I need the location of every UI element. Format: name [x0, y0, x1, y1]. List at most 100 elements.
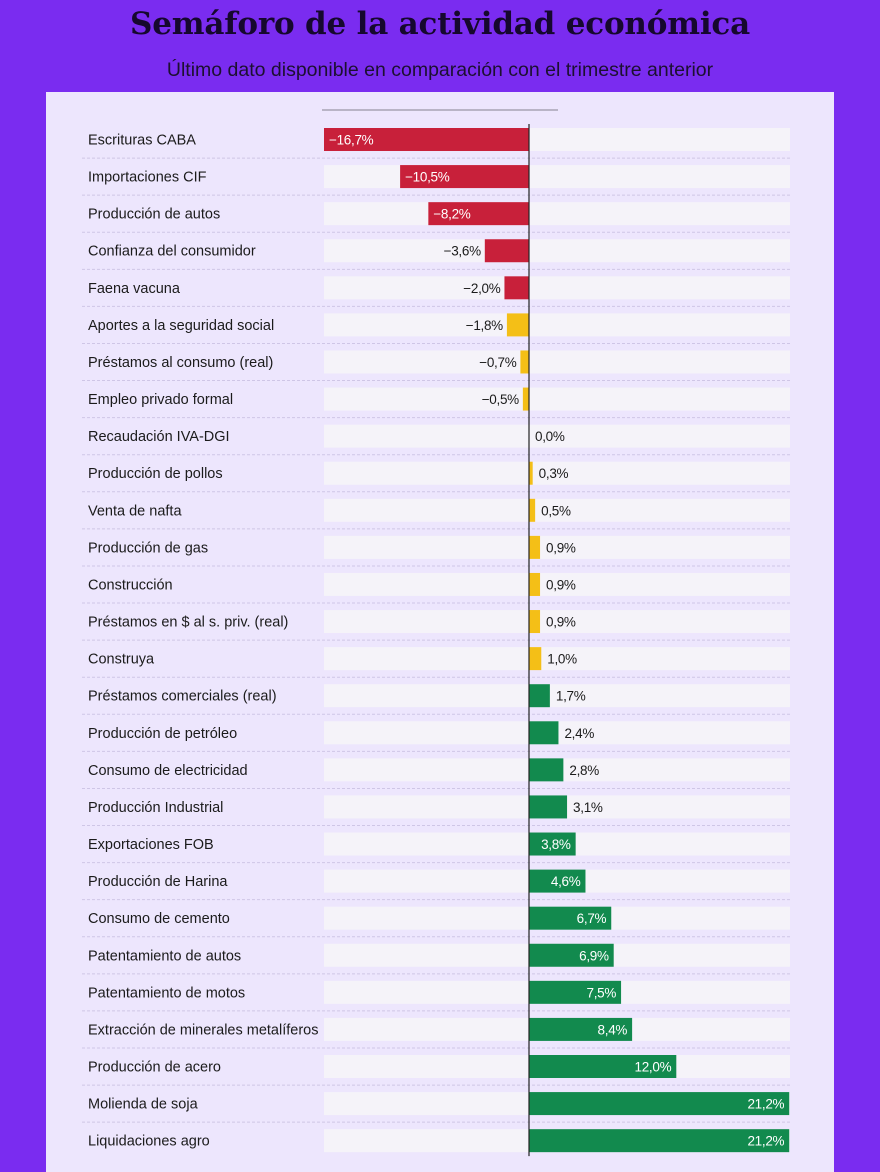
- bar: [484, 239, 529, 263]
- category-label: Producción de pollos: [88, 466, 223, 482]
- bar: [428, 202, 529, 226]
- bar-track: [324, 684, 790, 708]
- value-label: 0,5%: [541, 503, 571, 518]
- category-label: Producción de acero: [88, 1060, 221, 1076]
- bar: [400, 165, 529, 189]
- value-label: 3,1%: [573, 800, 603, 815]
- category-label: Producción de Harina: [88, 874, 228, 890]
- bar-track: [324, 498, 790, 522]
- chart-panel: Escrituras CABA −16,7% Importaciones CIF −1…: [46, 92, 834, 1172]
- value-label: −0,7%: [479, 355, 516, 370]
- value-label: −1,8%: [466, 318, 503, 333]
- bar: [529, 1129, 790, 1153]
- bar: [529, 1092, 790, 1116]
- bar: [529, 721, 559, 745]
- category-label: Producción de gas: [88, 540, 208, 556]
- bar-track: [324, 202, 790, 226]
- bar-track: [324, 572, 790, 596]
- bar: [324, 128, 529, 151]
- bar: [529, 980, 622, 1004]
- bar-track: [324, 165, 790, 189]
- category-label: Empleo privado formal: [88, 392, 233, 408]
- bar: [529, 1017, 633, 1041]
- value-label: 0,0%: [535, 429, 565, 444]
- value-label: 0,9%: [546, 540, 576, 555]
- bar: [529, 758, 564, 782]
- value-label: 0,9%: [546, 577, 576, 592]
- bar: [506, 313, 529, 337]
- bar: [529, 832, 576, 856]
- value-label: 6,9%: [579, 948, 609, 963]
- category-label: Exportaciones FOB: [88, 837, 214, 853]
- category-label: Confianza del consumidor: [88, 244, 256, 260]
- category-label: Consumo de electricidad: [88, 763, 248, 779]
- value-label: −0,5%: [482, 392, 519, 407]
- value-label: 0,9%: [546, 615, 576, 630]
- category-label: Préstamos al consumo (real): [88, 355, 273, 371]
- category-label: Liquidaciones agro: [88, 1134, 210, 1150]
- category-label: Aportes a la seguridad social: [88, 318, 274, 334]
- bar: [529, 647, 542, 671]
- bar: [529, 795, 568, 819]
- chart-title: Semáforo de la actividad económica: [130, 6, 750, 42]
- category-label: Escrituras CABA: [88, 133, 196, 149]
- bar-track: [324, 387, 790, 411]
- category-label: Construya: [88, 652, 155, 668]
- value-label: −2,0%: [463, 281, 500, 296]
- value-label: 2,4%: [564, 726, 594, 741]
- bar: [529, 461, 533, 485]
- bar: [520, 350, 529, 374]
- value-label: 21,2%: [747, 1097, 784, 1112]
- category-label: Producción Industrial: [88, 800, 223, 816]
- bar: [529, 943, 614, 967]
- bar-track: [324, 461, 790, 485]
- category-label: Patentamiento de autos: [88, 948, 241, 964]
- value-label: 12,0%: [635, 1060, 672, 1075]
- bar-track: [324, 535, 790, 559]
- value-label: 21,2%: [747, 1134, 784, 1149]
- bar: [529, 869, 586, 893]
- bar: [529, 684, 550, 708]
- bar-track: [324, 350, 790, 374]
- bar-track: [324, 239, 790, 263]
- value-label: 1,7%: [556, 689, 586, 704]
- value-label: −8,2%: [433, 207, 470, 222]
- category-label: Recaudación IVA-DGI: [88, 429, 230, 445]
- value-label: 8,4%: [598, 1022, 628, 1037]
- category-label: Préstamos comerciales (real): [88, 689, 277, 705]
- value-label: −10,5%: [405, 170, 450, 185]
- category-label: Faena vacuna: [88, 281, 181, 297]
- bar-track: [324, 313, 790, 337]
- value-label: 6,7%: [577, 911, 607, 926]
- bar-track: [324, 610, 790, 634]
- category-label: Venta de nafta: [88, 503, 182, 519]
- bar: [529, 1055, 677, 1078]
- bar-chart: Escrituras CABA −16,7% Importaciones CIF −1…: [82, 109, 790, 1157]
- bar-track: [324, 647, 790, 671]
- bar: [529, 906, 612, 930]
- category-label: Patentamiento de motos: [88, 985, 245, 1001]
- category-label: Producción de autos: [88, 207, 220, 223]
- bar: [522, 387, 529, 411]
- category-label: Consumo de cemento: [88, 911, 230, 927]
- value-label: 4,6%: [551, 874, 581, 889]
- category-label: Construcción: [88, 577, 173, 593]
- bar: [504, 276, 529, 300]
- bar: [529, 610, 541, 634]
- value-label: −16,7%: [329, 133, 374, 148]
- bar-track: [324, 424, 790, 448]
- category-label: Extracción de minerales metalíferos: [88, 1022, 319, 1038]
- bar: [529, 535, 541, 559]
- chart-subtitle: Último dato disponible en comparación co…: [166, 59, 714, 81]
- value-label: 2,8%: [569, 763, 599, 778]
- category-label: Molienda de soja: [88, 1097, 199, 1113]
- category-label: Producción de petróleo: [88, 726, 237, 742]
- value-label: 0,3%: [539, 466, 569, 481]
- bar: [529, 572, 541, 596]
- category-label: Importaciones CIF: [88, 170, 207, 186]
- bar-track: [324, 276, 790, 300]
- value-label: −3,6%: [444, 244, 481, 259]
- value-label: 7,5%: [586, 985, 616, 1000]
- bar: [529, 498, 536, 522]
- category-label: Préstamos en $ al s. priv. (real): [88, 615, 288, 631]
